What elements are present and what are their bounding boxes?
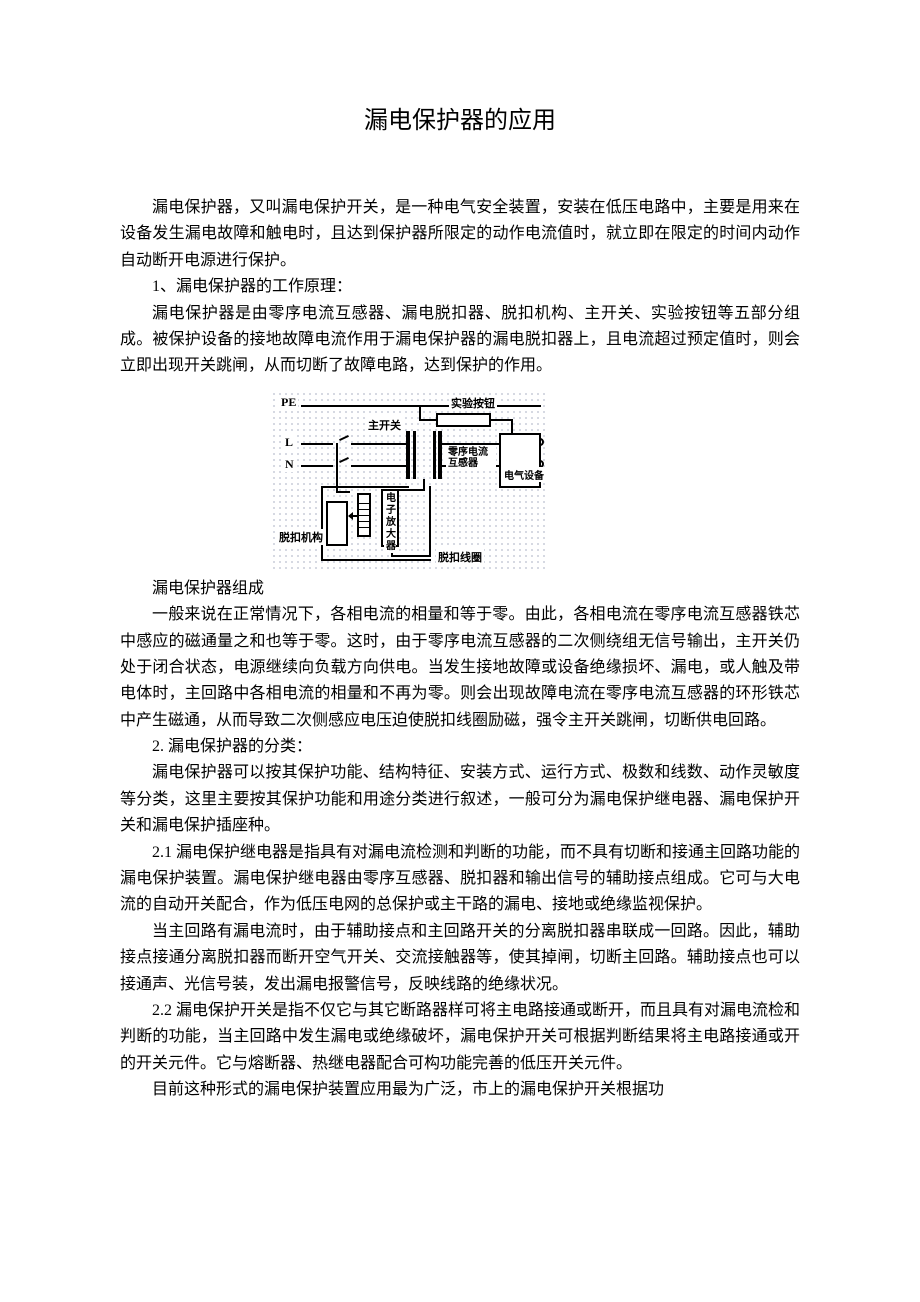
amplifier-label: 电子放大器 (384, 493, 396, 553)
paragraph-aux: 当主回路有漏电流时，由于辅助接点和主回路开关的分离脱扣器串联成一回路。因此，辅助… (120, 919, 800, 998)
test-button-box (436, 413, 491, 427)
equipment-label: 电气设备 (502, 467, 546, 482)
paragraph-intro: 漏电保护器，又叫漏电保护开关，是一种电气安全装置，安装在低压电路中，主要是用来在… (120, 195, 800, 274)
l-label: L (283, 435, 295, 450)
diagram-caption: 漏电保护器组成 (120, 576, 800, 602)
trip-coil-label: 脱扣线圈 (436, 549, 484, 565)
paragraph-2-2: 2.2 漏电保护开关是指不仅它与其它断路器样可将主电路接通或断开，而且具有对漏电… (120, 998, 800, 1077)
n-label: N (283, 457, 296, 472)
paragraph-explanation: 一般来说在正常情况下，各相电流的相量和等于零。由此，各相电流在零序电流互感器铁芯… (120, 602, 800, 734)
paragraph-principle: 漏电保护器是由零序电流互感器、漏电脱扣器、脱扣机构、主开关、实验按钮等五部分组成… (120, 301, 800, 380)
trip-mech-box (326, 501, 348, 546)
paragraph-classification: 漏电保护器可以按其保护功能、结构特征、安装方式、运行方式、极数和线数、动作灵敏度… (120, 760, 800, 839)
main-switch-label: 主开关 (366, 417, 403, 433)
paragraph-2-1: 2.1 漏电保护继电器是指具有对漏电流检测和判断的功能，而不具有切断和接通主回路… (120, 840, 800, 919)
pe-label: PE (279, 395, 298, 410)
page-title: 漏电保护器的应用 (120, 100, 800, 135)
paragraph-section-2: 2. 漏电保护器的分类： (120, 734, 800, 760)
trip-mech-label: 脱扣机构 (277, 529, 325, 545)
test-button-label: 实验按钮 (449, 395, 497, 411)
paragraph-current: 目前这种形式的漏电保护装置应用最为广泛，市上的漏电保护开关根据功 (120, 1077, 800, 1103)
circuit-diagram: PE 主开关 实验按钮 L N 脱扣机构 (270, 390, 550, 572)
zero-seq-label: 零序电流互感器 (446, 447, 496, 469)
paragraph-section-1: 1、漏电保护器的工作原理： (120, 274, 800, 300)
